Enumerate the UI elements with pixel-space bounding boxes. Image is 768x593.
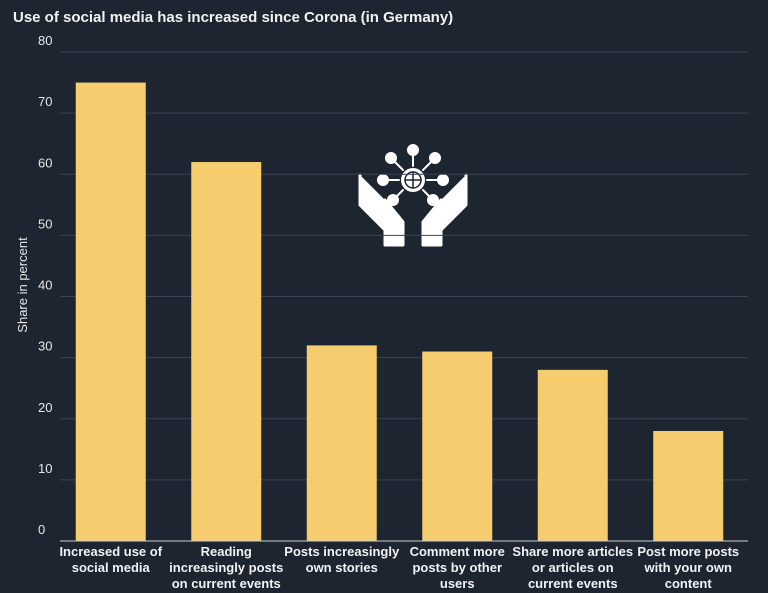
y-tick-label: 0: [38, 522, 45, 537]
x-tick-label: Increased use of social media: [59, 544, 163, 575]
y-tick-label: 40: [38, 278, 52, 293]
icon: [358, 144, 468, 247]
y-tick-label: 70: [38, 94, 52, 109]
y-tick-label: 60: [38, 155, 52, 170]
x-tick-label: Comment more posts by other users: [409, 544, 505, 591]
y-axis-label: Share in percent: [15, 237, 30, 333]
bar: [653, 430, 724, 541]
bar: [537, 369, 608, 541]
x-tick-label: Reading increasingly posts on current ev…: [169, 544, 284, 591]
y-tick-label: 50: [38, 216, 52, 231]
y-tick-label: 20: [38, 400, 52, 415]
bar: [306, 345, 377, 541]
bar: [75, 82, 146, 541]
x-tick-label: Share more articles or articles on curre…: [512, 544, 634, 591]
y-tick-label: 80: [38, 33, 52, 48]
bar: [422, 351, 493, 541]
bar: [191, 162, 262, 541]
y-tick-label: 30: [38, 339, 52, 354]
y-tick-label: 10: [38, 461, 52, 476]
x-tick-label: Posts increasingly own stories: [284, 544, 400, 575]
x-tick-label: Post more posts with your own content: [637, 544, 740, 591]
chart-title: Use of social media has increased since …: [13, 9, 453, 26]
